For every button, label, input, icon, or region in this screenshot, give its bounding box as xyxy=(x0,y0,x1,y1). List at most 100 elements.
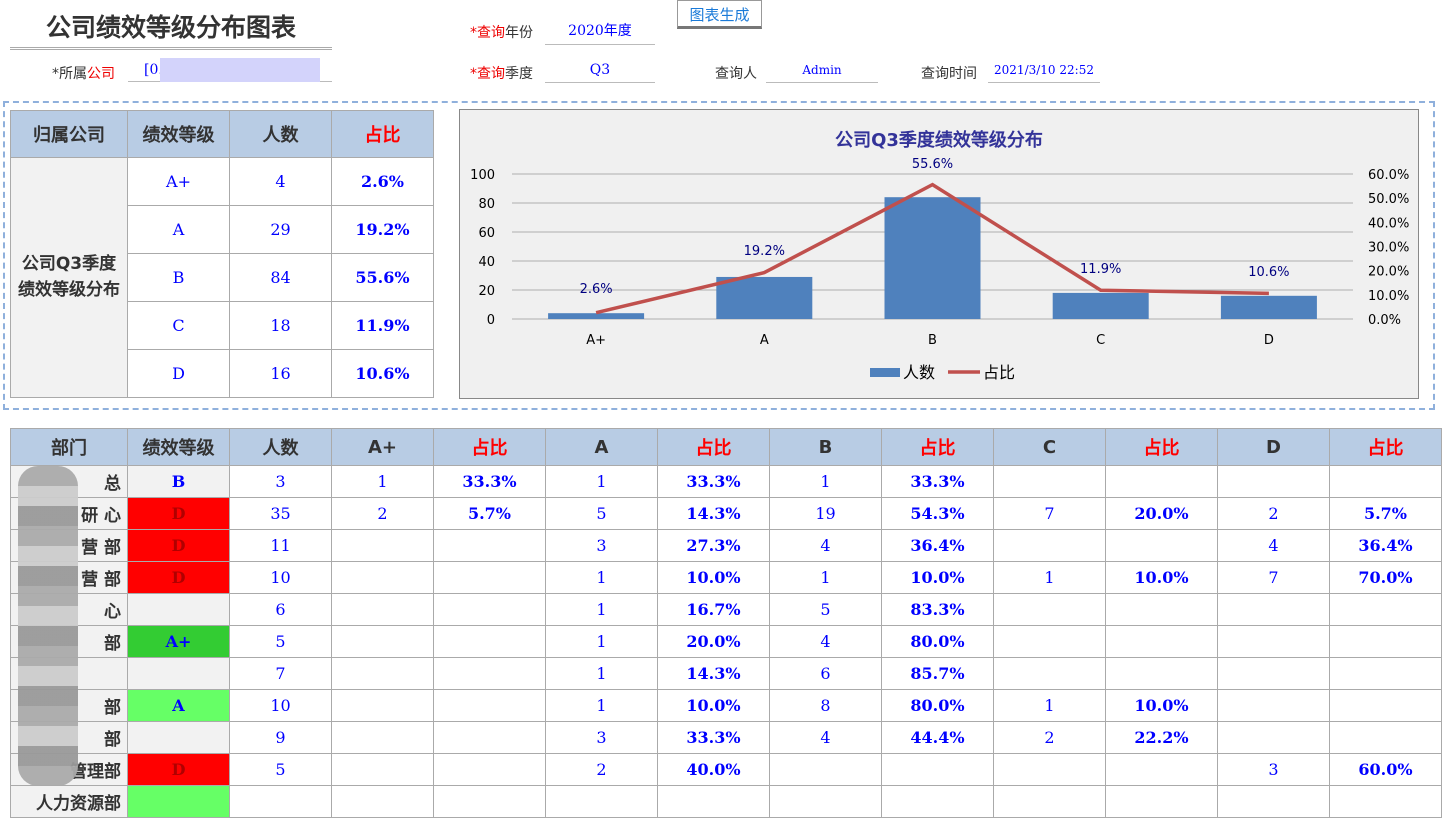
ratio-cell: 33.3% xyxy=(657,465,770,498)
ratio-cell xyxy=(433,753,546,786)
detail-header: C xyxy=(993,428,1106,466)
detail-table: 部门 绩效等级 人数 A+ 占比 A 占比 B 占比 C 占比 D 占比 总 B 3 1 33.3% 1 33.3%… xyxy=(10,428,1442,818)
ratio-cell xyxy=(1105,593,1218,626)
grade-cell: D xyxy=(127,349,230,398)
count-cell: 3 xyxy=(1217,753,1330,786)
count-cell: 10 xyxy=(229,689,332,722)
count-cell: 2 xyxy=(545,753,658,786)
ratio-cell: 36.4% xyxy=(881,529,994,562)
count-cell: 19 xyxy=(769,497,882,530)
ratio-cell xyxy=(1329,465,1442,498)
count-cell: 10 xyxy=(229,561,332,594)
summary-panel xyxy=(3,101,1435,410)
count-cell: 2 xyxy=(1217,497,1330,530)
table-row: 营 部 D 11 3 27.3% 4 36.4% 4 36.4% xyxy=(10,529,1442,562)
count-cell: 1 xyxy=(331,465,434,498)
detail-header: D xyxy=(1217,428,1330,466)
ratio-cell: 33.3% xyxy=(881,465,994,498)
ratio-cell: 27.3% xyxy=(657,529,770,562)
col-ratio: 占比 xyxy=(331,110,434,158)
count-cell: 11 xyxy=(229,529,332,562)
count-cell: 8 xyxy=(769,689,882,722)
detail-header: 绩效等级 xyxy=(127,428,230,466)
grade-cell xyxy=(127,657,230,690)
y2-tick-label: 0.0% xyxy=(1368,313,1401,328)
grade-cell: D xyxy=(127,497,230,530)
count-cell xyxy=(1217,689,1330,722)
grade-cell xyxy=(127,721,230,754)
data-label: 19.2% xyxy=(744,244,785,259)
count-cell xyxy=(1217,465,1330,498)
ratio-cell xyxy=(1105,657,1218,690)
y2-tick-label: 10.0% xyxy=(1368,289,1409,304)
y2-tick-label: 50.0% xyxy=(1368,192,1409,207)
quarter-field[interactable]: Q3 xyxy=(545,62,655,83)
count-cell: 7 xyxy=(993,497,1106,530)
x-tick-label: C xyxy=(1096,333,1105,348)
count-cell xyxy=(993,753,1106,786)
bar xyxy=(1052,292,1149,319)
summary-row: A 29 19.2% xyxy=(11,205,434,254)
grade-cell: B xyxy=(127,465,230,498)
y2-tick-label: 20.0% xyxy=(1368,265,1409,280)
count-cell xyxy=(993,465,1106,498)
col-grade: 绩效等级 xyxy=(127,110,230,158)
table-row: 管理部 D 5 2 40.0% 3 60.0% xyxy=(10,753,1442,786)
detail-header: 部门 xyxy=(10,428,128,466)
count-cell xyxy=(331,785,434,818)
count-cell xyxy=(331,561,434,594)
quarter-label: *查询季度 xyxy=(470,66,533,82)
count-cell: 2 xyxy=(331,497,434,530)
detail-header: A xyxy=(545,428,658,466)
detail-header: 占比 xyxy=(881,428,994,466)
count-cell: 1 xyxy=(545,593,658,626)
redaction xyxy=(160,58,320,82)
count-cell: 16 xyxy=(229,349,332,398)
count-cell: 29 xyxy=(229,205,332,254)
ratio-cell: 36.4% xyxy=(1329,529,1442,562)
year-field[interactable]: 2020年度 xyxy=(545,20,655,45)
count-cell xyxy=(331,593,434,626)
count-cell xyxy=(1217,657,1330,690)
x-tick-label: A+ xyxy=(586,333,606,348)
count-cell xyxy=(331,529,434,562)
detail-header: B xyxy=(769,428,882,466)
count-cell: 3 xyxy=(545,529,658,562)
y2-tick-label: 40.0% xyxy=(1368,216,1409,231)
ratio-cell: 14.3% xyxy=(657,497,770,530)
table-row: 部 A+ 5 1 20.0% 4 80.0% xyxy=(10,625,1442,658)
ratio-cell xyxy=(1329,625,1442,658)
ratio-cell xyxy=(881,753,994,786)
querier-field[interactable]: Admin xyxy=(766,63,878,83)
legend-bar-swatch xyxy=(870,368,900,377)
count-cell: 1 xyxy=(769,561,882,594)
ratio-cell xyxy=(433,529,546,562)
ratio-cell: 16.7% xyxy=(657,593,770,626)
table-row: 营 部 D 10 1 10.0% 1 10.0% 1 10.0% 7 70.0% xyxy=(10,561,1442,594)
y-tick-label: 80 xyxy=(478,197,495,212)
ratio-cell: 2.6% xyxy=(331,157,434,206)
count-cell: 35 xyxy=(229,497,332,530)
ratio-cell xyxy=(433,657,546,690)
time-field[interactable]: 2021/3/10 22:52 xyxy=(988,63,1100,83)
bar xyxy=(884,197,981,319)
count-cell: 6 xyxy=(229,593,332,626)
ratio-cell xyxy=(433,721,546,754)
generate-chart-button[interactable]: 图表生成 xyxy=(677,0,762,29)
legend-line-label: 占比 xyxy=(983,363,1015,382)
count-cell: 2 xyxy=(993,721,1106,754)
ratio-cell xyxy=(1105,529,1218,562)
x-tick-label: A xyxy=(760,333,769,348)
count-cell: 1 xyxy=(993,689,1106,722)
ratio-cell: 55.6% xyxy=(331,253,434,302)
dept-cell: 人力资源部 xyxy=(10,785,128,818)
year-label: *查询年份 xyxy=(470,25,533,41)
count-cell xyxy=(1217,593,1330,626)
ratio-cell: 5.7% xyxy=(1329,497,1442,530)
grade-cell: D xyxy=(127,529,230,562)
count-cell xyxy=(331,753,434,786)
ratio-cell xyxy=(1329,689,1442,722)
y-tick-label: 60 xyxy=(478,226,495,241)
ratio-cell: 20.0% xyxy=(1105,497,1218,530)
table-row: 部 9 3 33.3% 4 44.4% 2 22.2% xyxy=(10,721,1442,754)
